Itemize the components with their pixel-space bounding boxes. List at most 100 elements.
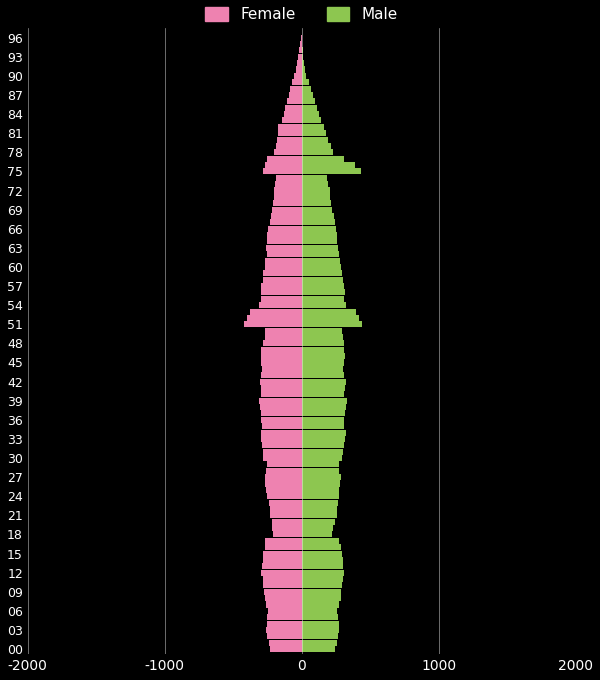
Bar xyxy=(302,608,337,614)
Bar xyxy=(265,595,302,601)
Bar xyxy=(265,474,302,480)
Bar xyxy=(302,360,344,366)
Bar xyxy=(302,194,331,200)
Bar xyxy=(263,582,302,588)
Bar xyxy=(266,245,302,251)
Bar xyxy=(273,532,302,537)
Bar xyxy=(263,277,302,283)
Bar xyxy=(302,270,342,276)
Bar xyxy=(302,296,344,302)
Bar xyxy=(269,220,302,225)
Bar xyxy=(302,245,338,251)
Bar xyxy=(261,360,302,366)
Bar xyxy=(302,54,304,60)
Bar xyxy=(302,461,338,467)
Bar xyxy=(272,525,302,531)
Bar xyxy=(302,60,304,66)
Bar xyxy=(262,563,302,569)
Bar xyxy=(268,608,302,614)
Bar xyxy=(302,436,345,442)
Bar xyxy=(302,283,344,289)
Bar xyxy=(263,449,302,455)
Bar xyxy=(260,353,302,359)
Bar xyxy=(302,481,340,486)
Bar xyxy=(275,181,302,187)
Bar xyxy=(302,264,341,270)
Bar xyxy=(263,557,302,563)
Bar xyxy=(267,239,302,245)
Bar xyxy=(302,105,317,111)
Bar xyxy=(294,73,302,79)
Bar xyxy=(267,251,302,257)
Bar xyxy=(302,525,333,531)
Bar xyxy=(302,417,344,423)
Bar xyxy=(272,207,302,213)
Bar xyxy=(302,150,333,155)
Bar xyxy=(302,474,341,480)
Bar xyxy=(302,92,313,98)
Bar xyxy=(267,461,302,467)
Bar xyxy=(302,277,343,283)
Bar xyxy=(302,130,326,136)
Bar xyxy=(302,251,338,257)
Bar xyxy=(302,563,343,569)
Bar xyxy=(301,35,302,41)
Bar xyxy=(274,150,302,155)
Bar xyxy=(261,570,302,576)
Bar xyxy=(285,105,302,111)
Bar xyxy=(265,258,302,264)
Bar xyxy=(302,385,345,391)
Bar xyxy=(261,283,302,289)
Bar xyxy=(266,468,302,474)
Bar xyxy=(263,169,302,175)
Bar xyxy=(265,334,302,340)
Bar xyxy=(302,290,345,295)
Bar xyxy=(302,188,330,194)
Bar xyxy=(269,640,302,646)
Bar xyxy=(302,181,328,187)
Bar xyxy=(302,239,337,245)
Bar xyxy=(262,366,302,372)
Bar xyxy=(260,404,302,410)
Bar xyxy=(261,347,302,353)
Bar xyxy=(282,118,302,124)
Bar xyxy=(302,175,327,181)
Bar xyxy=(269,506,302,512)
Bar xyxy=(260,290,302,295)
Bar xyxy=(302,372,344,378)
Bar xyxy=(261,372,302,378)
Bar xyxy=(244,321,302,327)
Bar xyxy=(268,633,302,639)
Bar xyxy=(265,162,302,168)
Bar xyxy=(302,493,338,499)
Bar xyxy=(302,200,331,206)
Bar xyxy=(302,455,342,461)
Bar xyxy=(302,576,343,582)
Bar xyxy=(267,621,302,627)
Bar xyxy=(263,551,302,557)
Bar xyxy=(302,532,332,537)
Bar xyxy=(302,640,337,646)
Bar xyxy=(292,79,302,85)
Bar xyxy=(275,175,302,181)
Bar xyxy=(302,589,341,595)
Bar xyxy=(300,41,302,47)
Bar xyxy=(290,86,302,92)
Bar xyxy=(302,86,311,92)
Bar xyxy=(296,67,302,73)
Bar xyxy=(302,213,334,219)
Bar xyxy=(302,111,319,117)
Bar xyxy=(270,646,302,652)
Bar xyxy=(302,137,328,143)
Bar xyxy=(302,328,342,334)
Bar xyxy=(302,124,324,130)
Bar xyxy=(302,366,343,372)
Bar xyxy=(302,582,342,588)
Bar xyxy=(275,143,302,149)
Bar xyxy=(265,328,302,334)
Bar xyxy=(302,468,340,474)
Bar xyxy=(263,576,302,582)
Bar xyxy=(302,595,341,601)
Bar xyxy=(261,417,302,423)
Bar xyxy=(302,602,340,607)
